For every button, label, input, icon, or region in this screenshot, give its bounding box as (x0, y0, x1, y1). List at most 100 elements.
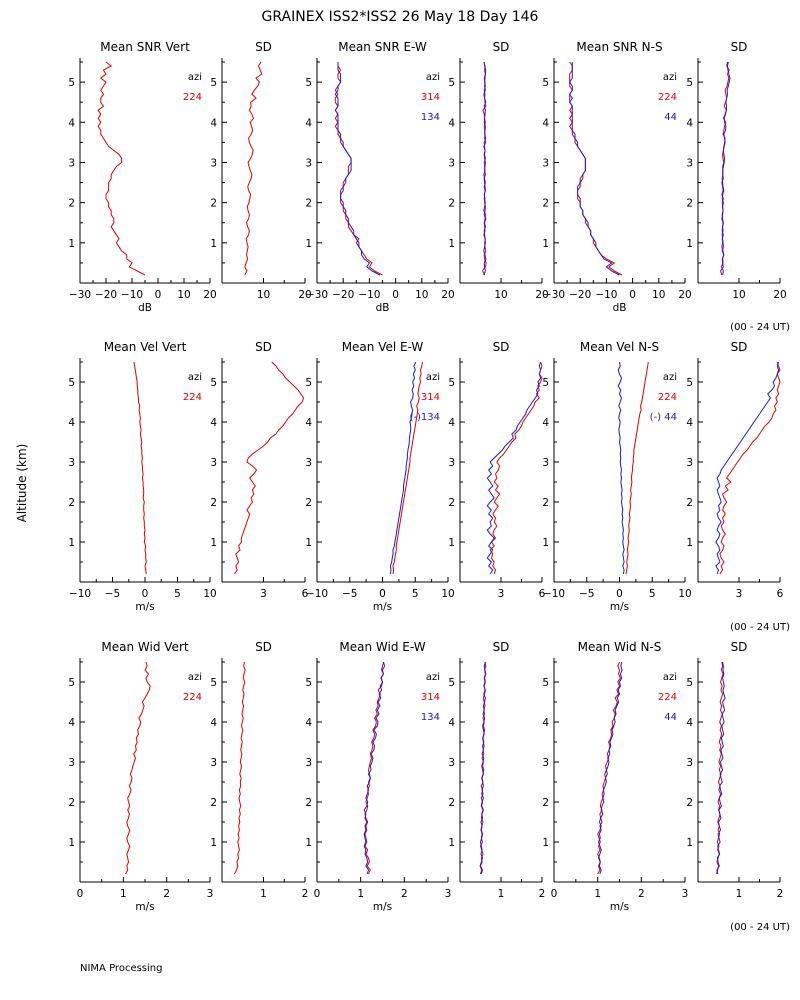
series-line-44 (715, 361, 780, 575)
legend-entry: 314 (421, 392, 440, 403)
y-tick-label: 1 (542, 238, 549, 250)
y-tick-label: 1 (68, 537, 75, 549)
y-tick-label: 3 (686, 157, 693, 169)
legend-entry: 44 (664, 112, 677, 123)
panel-snr-4: SD 1 2 3 4 5 10 20 (448, 40, 548, 301)
y-tick-label: 5 (68, 77, 75, 89)
x-tick-label: 20 (773, 289, 786, 301)
y-tick-label: 4 (448, 117, 455, 129)
x-tick-label: 1 (120, 888, 127, 900)
x-tick-label: 5 (174, 588, 181, 600)
footer-credit: NIMA Processing (80, 963, 162, 974)
series-line-44 (720, 61, 731, 276)
series-line-44 (569, 62, 620, 276)
y-tick-label: 3 (305, 157, 312, 169)
y-tick-label: 3 (448, 457, 455, 469)
y-tick-label: 1 (305, 537, 312, 549)
x-axis-label: m/s (135, 901, 154, 913)
series-line-224 (597, 661, 621, 875)
y-tick-label: 1 (210, 837, 217, 849)
legend-entry: 134 (421, 112, 440, 123)
panel-title: Mean Vel N-S (580, 340, 659, 354)
y-tick-label: 4 (210, 117, 217, 129)
legend-entry: 224 (183, 92, 202, 103)
x-tick-label: 2 (401, 888, 408, 900)
y-tick-label: 4 (542, 117, 549, 129)
x-axis-label: m/s (373, 601, 392, 613)
x-tick-label: −5 (342, 588, 357, 600)
y-tick-label: 4 (68, 117, 75, 129)
y-tick-label: 5 (448, 77, 455, 89)
y-tick-label: 2 (686, 198, 693, 210)
x-tick-label: 20 (203, 289, 216, 301)
y-tick-label: 2 (210, 497, 217, 509)
x-tick-label: 3 (445, 888, 452, 900)
x-tick-label: −30 (306, 289, 328, 301)
x-tick-label: 2 (539, 888, 546, 900)
x-tick-label: 0 (314, 888, 321, 900)
x-tick-label: 0 (142, 588, 149, 600)
series-line-224 (133, 361, 147, 575)
y-tick-label: 4 (448, 717, 455, 729)
legend-head: azi (663, 672, 677, 683)
series-line-314 (489, 361, 543, 575)
x-tick-label: 0 (392, 289, 399, 301)
x-tick-label: −20 (569, 289, 591, 301)
y-tick-label: 3 (542, 157, 549, 169)
y-tick-label: 1 (686, 238, 693, 250)
y-tick-label: 2 (542, 198, 549, 210)
panel-title: Mean Wid E-W (339, 640, 425, 654)
panel-wid-6: SD 1 2 3 4 5 1 2 (686, 640, 783, 900)
x-tick-label: 6 (539, 588, 546, 600)
x-tick-label: 20 (535, 289, 548, 301)
x-tick-label: 10 (652, 289, 665, 301)
y-tick-label: 4 (542, 417, 549, 429)
y-tick-label: 3 (68, 157, 75, 169)
y-tick-label: 4 (210, 717, 217, 729)
legend-entry: 314 (421, 692, 440, 703)
y-tick-label: 3 (686, 757, 693, 769)
y-tick-label: 2 (448, 797, 455, 809)
legend-head: azi (426, 672, 440, 683)
y-tick-label: 1 (210, 537, 217, 549)
y-tick-label: 4 (686, 417, 693, 429)
series-line-224 (716, 661, 724, 875)
y-tick-label: 3 (448, 157, 455, 169)
panel-title: Mean Wid N-S (578, 640, 662, 654)
legend-head: azi (426, 372, 440, 383)
panel-title: SD (255, 340, 272, 354)
y-tick-label: 1 (305, 238, 312, 250)
x-tick-label: 0 (155, 289, 162, 301)
legend-entry: 224 (658, 92, 677, 103)
y-tick-label: 3 (448, 757, 455, 769)
x-axis-label: m/s (373, 901, 392, 913)
y-tick-label: 5 (542, 77, 549, 89)
panel-title: SD (493, 640, 510, 654)
panel-title: Mean SNR E-W (338, 40, 427, 54)
y-tick-label: 2 (305, 797, 312, 809)
x-tick-label: −10 (595, 289, 617, 301)
x-tick-label: 0 (551, 888, 558, 900)
y-tick-label: 2 (542, 797, 549, 809)
x-tick-label: 3 (260, 588, 267, 600)
x-tick-label: 0 (77, 888, 84, 900)
panel-wid-5: Mean Wid N-S 1 2 3 4 5 0 1 2 3 m/s azi 224 44 (542, 640, 688, 913)
y-tick-label: 4 (448, 417, 455, 429)
y-tick-label: 1 (448, 238, 455, 250)
series-line-224 (125, 661, 151, 875)
panel-snr-5: Mean SNR N-S 1 2 3 4 5 −30 −20 −10 0 10 20 dB azi 224 4… (542, 40, 691, 314)
x-tick-label: −20 (332, 289, 354, 301)
panel-title: SD (493, 340, 510, 354)
legend-entry: 44 (664, 712, 677, 723)
y-tick-label: 5 (210, 677, 217, 689)
x-axis-label: m/s (610, 901, 629, 913)
legend-entry: (-)134 (410, 412, 441, 423)
y-tick-label: 2 (305, 497, 312, 509)
series-line-314 (479, 661, 487, 875)
panel-vel-1: Mean Vel Vert 1 2 3 4 5 −10 −5 0 5 10 m/s azi 224 (68, 340, 216, 613)
y-tick-label: 3 (542, 457, 549, 469)
y-tick-label: 5 (542, 677, 549, 689)
y-tick-label: 1 (305, 837, 312, 849)
